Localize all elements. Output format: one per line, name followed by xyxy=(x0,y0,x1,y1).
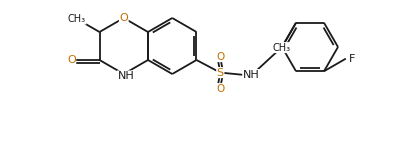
Text: F: F xyxy=(349,54,355,64)
Text: CH₃: CH₃ xyxy=(272,43,290,53)
Text: S: S xyxy=(217,68,224,78)
Text: O: O xyxy=(216,52,224,62)
Text: O: O xyxy=(119,13,128,23)
Text: CH₃: CH₃ xyxy=(68,14,86,24)
Text: NH: NH xyxy=(117,71,134,81)
Text: NH: NH xyxy=(243,70,260,80)
Text: O: O xyxy=(216,84,224,94)
Text: O: O xyxy=(67,55,76,65)
